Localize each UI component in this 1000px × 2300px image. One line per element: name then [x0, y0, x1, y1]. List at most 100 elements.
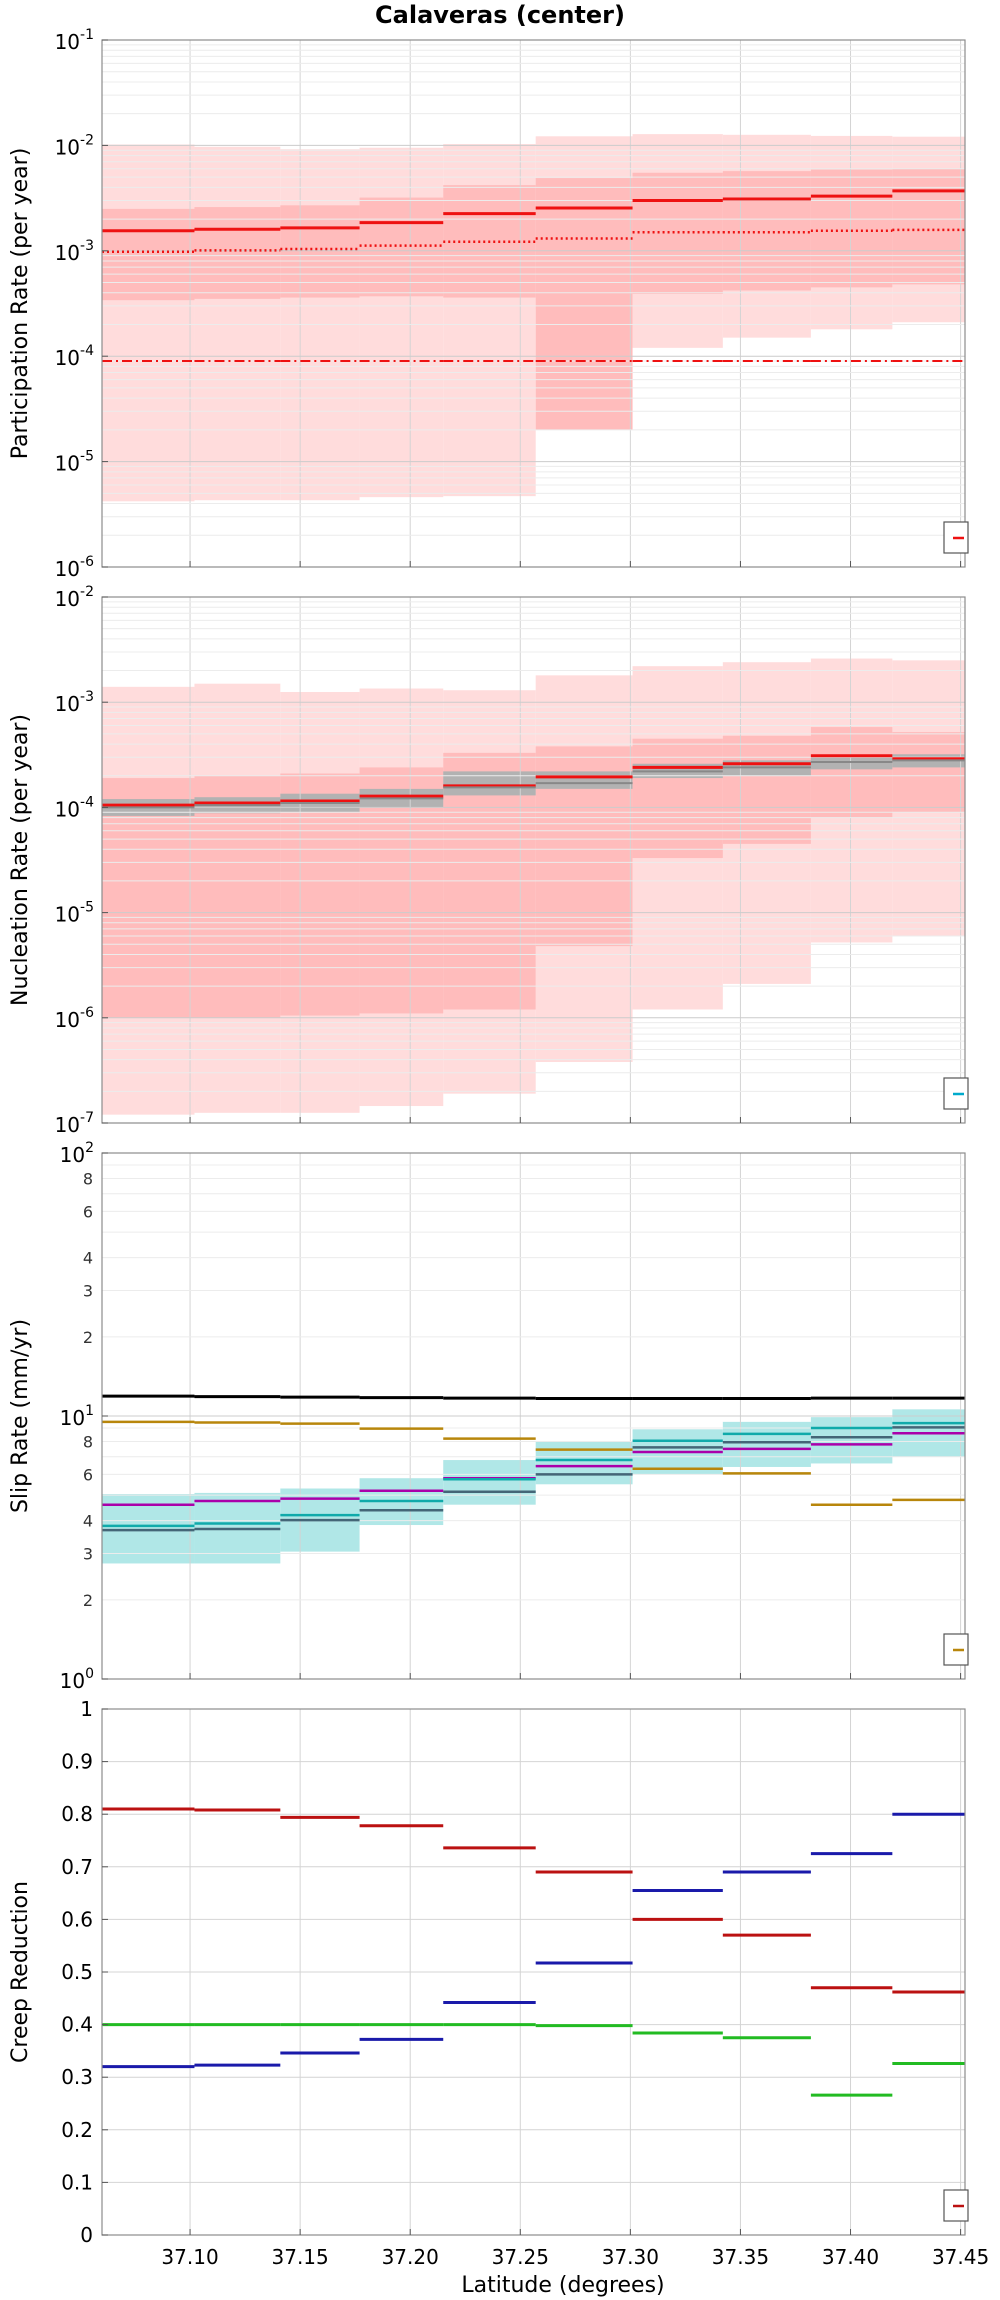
y-tick-label: 10-4: [55, 794, 95, 821]
band-gray-bin: [443, 771, 536, 796]
x-tick-label: 37.10: [161, 2245, 218, 2269]
y-minor-tick-label: 6: [83, 1465, 93, 1484]
series-mean: [102, 189, 965, 233]
band-inner-bin: [280, 773, 360, 1016]
y-axis-label: Creep Reduction: [8, 1881, 33, 2063]
band-inner-bin: [359, 767, 444, 1014]
plot-frame: [101, 39, 966, 568]
band-cyan-bin: [810, 1417, 893, 1464]
y-axis: 100 101 102 2 3 4 6 8 2 3 4 6 8: [60, 1140, 108, 1693]
y-minor-tick-label: 2: [83, 1591, 93, 1610]
plot-frame: [101, 596, 966, 1124]
y-tick-label: 10-4: [55, 343, 95, 370]
y-tick-label: 10-3: [55, 238, 94, 265]
y-minor-tick-label: 4: [83, 1512, 93, 1531]
series-blue: [102, 1812, 965, 2069]
band-inner-bin: [359, 197, 444, 297]
band-inner-bin: [535, 178, 633, 430]
y-tick-label: 10-2: [55, 584, 94, 611]
y-tick-label: 1: [80, 1697, 93, 1721]
y-minor-tick-label: 4: [83, 1249, 93, 1268]
x-tick-label: 37.30: [602, 2245, 659, 2269]
panel-nucleation: 10-7 10-6 10-5 10-4 10-3 10-2 Nucleation Rate …: [8, 584, 969, 1137]
panel-participation: 10-6 10-5 10-4 10-3 10-2 10-1 Participation Ra…: [8, 27, 969, 581]
y-tick-label: 102: [60, 1140, 94, 1167]
band-inner-bin: [194, 207, 281, 299]
y-tick-label: 0.3: [61, 2065, 93, 2089]
y-tick-label: 0.4: [61, 2013, 93, 2037]
band-cyan-bin: [443, 1460, 536, 1505]
y-tick-label: 0.5: [61, 1960, 93, 1984]
series-median: [102, 228, 965, 253]
x-tick-label: 37.15: [272, 2245, 329, 2269]
band-gray-bin: [535, 771, 633, 789]
band-cyan-bin: [722, 1421, 811, 1467]
series-slate: [102, 1426, 965, 1532]
x-tick-label: 37.35: [712, 2245, 769, 2269]
band-inner-bin: [722, 171, 811, 291]
band-inner-bin: [892, 732, 965, 813]
y-tick-label: 10-3: [55, 689, 94, 716]
x-tick-label: 37.40: [822, 2245, 879, 2269]
band-outer-bin: [102, 144, 195, 502]
y-tick-label: 100: [60, 1666, 94, 1693]
series-cyan: [102, 1421, 965, 1528]
y-minor-tick-label: 3: [83, 1545, 93, 1564]
y-tick-label: 10-6: [55, 554, 95, 581]
band-outer-bin: [194, 146, 281, 501]
y-tick-label: 0.9: [61, 1750, 93, 1774]
legend: [943, 1077, 969, 1110]
band-inner-bin: [194, 775, 281, 1018]
grid: [102, 1153, 965, 1680]
x-tick-label: 37.45: [932, 2245, 989, 2269]
band-cyan-bin: [535, 1441, 633, 1485]
band-inner-bin: [810, 169, 893, 288]
series-black: [102, 1394, 965, 1401]
y-minor-tick-label: 3: [83, 1282, 93, 1301]
series-red: [102, 1807, 965, 1994]
y-tick-label: 10-5: [55, 449, 94, 476]
band-inner-bin: [892, 168, 965, 285]
y-tick-label: 10-5: [55, 900, 94, 927]
series-gray-mean: [102, 759, 965, 809]
y-axis: 10-7 10-6 10-5 10-4 10-3 10-2: [55, 584, 108, 1137]
y-tick-label: 0.7: [61, 1855, 93, 1879]
panel-creep: 0 0.1 0.2 0.3 0.4 0.5 0.6 0.7 0.8 0.9 1 Creep Reduc…: [8, 1697, 969, 2247]
y-axis: 10-6 10-5 10-4 10-3 10-2 10-1: [55, 27, 108, 581]
y-tick-label: 10-1: [55, 27, 94, 54]
legend: [943, 2189, 969, 2222]
y-axis-label: Nucleation Rate (per year): [8, 714, 33, 1006]
y-axis-label: Participation Rate (per year): [8, 148, 33, 460]
band-inner-bin: [722, 735, 811, 844]
series-mean: [102, 754, 965, 807]
chart-panels: 10-6 10-5 10-4 10-3 10-2 10-1 Participation Ra…: [8, 27, 989, 2269]
y-tick-label: 0.1: [61, 2170, 93, 2194]
y-minor-tick-label: 2: [83, 1328, 93, 1347]
x-axis-label: Latitude (degrees): [461, 2273, 664, 2298]
band-inner-bin: [632, 738, 723, 859]
band-inner-bin: [102, 208, 195, 301]
band-inner-bin: [810, 727, 893, 818]
x-axis: 37.10 37.15 37.20 37.25 37.30 37.35 37.40 37.45: [161, 2245, 989, 2269]
y-tick-label: 0: [80, 2223, 93, 2247]
y-minor-tick-label: 8: [83, 1169, 93, 1188]
x-tick-label: 37.20: [382, 2245, 439, 2269]
y-tick-label: 10-2: [55, 132, 94, 159]
y-tick-label: 0.6: [61, 1907, 93, 1931]
y-tick-label: 10-7: [55, 1110, 94, 1137]
panel-slip: 100 101 102 2 3 4 6 8 2 3 4 6 8 Slip Rate (mm/yr): [8, 1140, 969, 1693]
y-axis: 0 0.1 0.2 0.3 0.4 0.5 0.6 0.7 0.8 0.9 1: [61, 1697, 108, 2247]
y-minor-tick-label: 6: [83, 1202, 93, 1221]
y-tick-label: 0.8: [61, 1802, 93, 1826]
y-minor-tick-label: 8: [83, 1432, 93, 1451]
y-tick-label: 10-6: [55, 1005, 95, 1032]
x-tick-label: 37.25: [492, 2245, 549, 2269]
y-tick-label: 0.2: [61, 2118, 93, 2142]
y-axis-label: Slip Rate (mm/yr): [8, 1319, 33, 1513]
series-green: [102, 2023, 965, 2097]
chart-title: Calaveras (center): [375, 1, 625, 29]
series-olive: [102, 1420, 965, 1506]
y-tick-label: 101: [60, 1403, 94, 1430]
legend: [943, 1633, 969, 1666]
